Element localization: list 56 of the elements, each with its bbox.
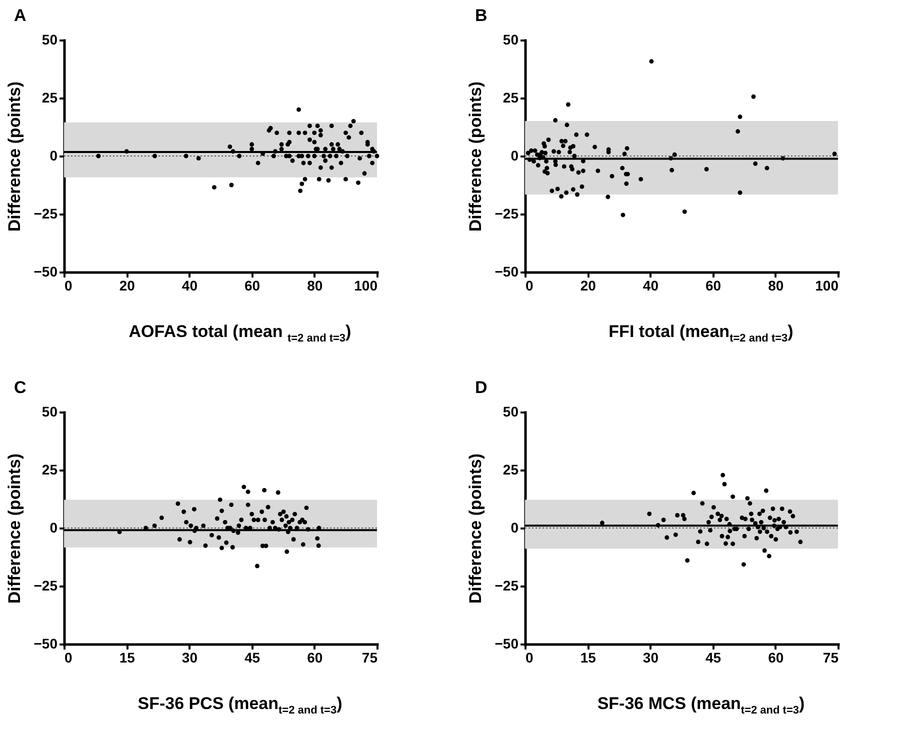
y-tick-label: 0	[510, 148, 519, 164]
x-axis-title: AOFAS total (mean $_{t=2 and t=3}$)	[128, 322, 352, 344]
chart-title: B	[475, 6, 488, 26]
x-tick-label: 100	[815, 278, 839, 294]
y-tick-label: 0	[510, 520, 519, 536]
y-axis-title: Difference (points)	[4, 453, 24, 604]
x-tick-label: 45	[706, 650, 722, 666]
x-tick-label: 45	[244, 650, 260, 666]
y-tick-label: −50	[494, 264, 519, 280]
x-axis-title: FFI total (mean$_{t=2 and t=3}$)	[608, 322, 794, 344]
x-tick-label: 0	[64, 278, 72, 294]
x-tick-label: 60	[768, 650, 784, 666]
y-tick-label: −25	[494, 578, 519, 594]
x-tick-label: 40	[642, 278, 659, 294]
x-tick-label: 0	[526, 650, 534, 666]
x-tick-label: 0	[64, 650, 72, 666]
x-tick-label: 0	[526, 278, 534, 294]
chart-title: A	[14, 6, 26, 26]
y-tick-label: 50	[502, 404, 519, 420]
chart-title: C	[14, 378, 26, 398]
x-tick-label: 60	[307, 650, 323, 666]
x-tick-label: 80	[307, 278, 323, 294]
x-tick-label: 40	[182, 278, 198, 294]
y-tick-label: 25	[502, 90, 519, 106]
y-tick-label: 0	[50, 148, 58, 164]
chart-title: D	[475, 378, 488, 398]
y-tick-label: 25	[42, 462, 58, 478]
x-tick-label: 15	[119, 650, 136, 666]
y-tick-label: 25	[502, 462, 519, 478]
x-tick-label: 20	[580, 278, 596, 294]
x-tick-label: 75	[822, 650, 839, 666]
y-tick-label: −25	[494, 206, 519, 222]
y-axis-title: Difference (points)	[4, 81, 24, 232]
x-tick-label: 75	[362, 650, 378, 666]
x-axis-title: SF-36 MCS (mean$_{t=2 and t=3}$)	[596, 694, 806, 716]
y-axis-title: Difference (points)	[466, 81, 485, 232]
x-tick-label: 60	[706, 278, 722, 294]
x-tick-label: 100	[354, 278, 378, 294]
y-axis-title: Difference (points)	[466, 453, 485, 604]
y-tick-label: −25	[34, 578, 58, 594]
x-tick-label: 30	[182, 650, 198, 666]
x-tick-label: 60	[244, 278, 260, 294]
y-tick-label: −50	[34, 264, 58, 280]
x-tick-label: 30	[642, 650, 659, 666]
y-tick-label: 25	[42, 90, 58, 106]
y-tick-label: 50	[42, 32, 58, 48]
y-tick-label: −50	[494, 636, 519, 652]
y-tick-label: 50	[42, 404, 58, 420]
x-tick-label: 15	[580, 650, 596, 666]
y-tick-label: 50	[502, 32, 519, 48]
y-tick-label: −50	[34, 636, 58, 652]
y-tick-label: 0	[50, 520, 58, 536]
x-tick-label: 80	[768, 278, 784, 294]
x-axis-title: SF-36 PCS (mean$_{t=2 and t=3}$)	[136, 694, 344, 716]
y-tick-label: −25	[34, 206, 58, 222]
x-tick-label: 20	[119, 278, 136, 294]
